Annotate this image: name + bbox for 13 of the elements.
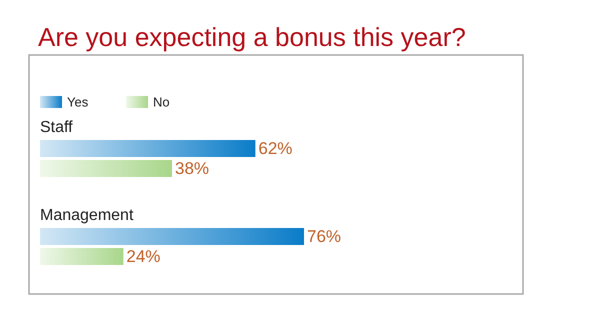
y-tick-label: Management <box>40 207 134 224</box>
data-label: 76% <box>307 227 342 246</box>
bar <box>40 228 304 245</box>
bar <box>40 160 172 177</box>
bar <box>40 248 124 265</box>
legend-label: No <box>153 94 170 110</box>
y-tick-label: Staff <box>40 119 74 136</box>
chart-title: Are you expecting a bonus this year? <box>38 22 466 52</box>
data-label: 24% <box>126 247 160 266</box>
data-label: 62% <box>258 139 292 158</box>
bar <box>40 140 256 157</box>
data-label: 38% <box>175 159 210 178</box>
legend-label: Yes <box>67 94 89 110</box>
